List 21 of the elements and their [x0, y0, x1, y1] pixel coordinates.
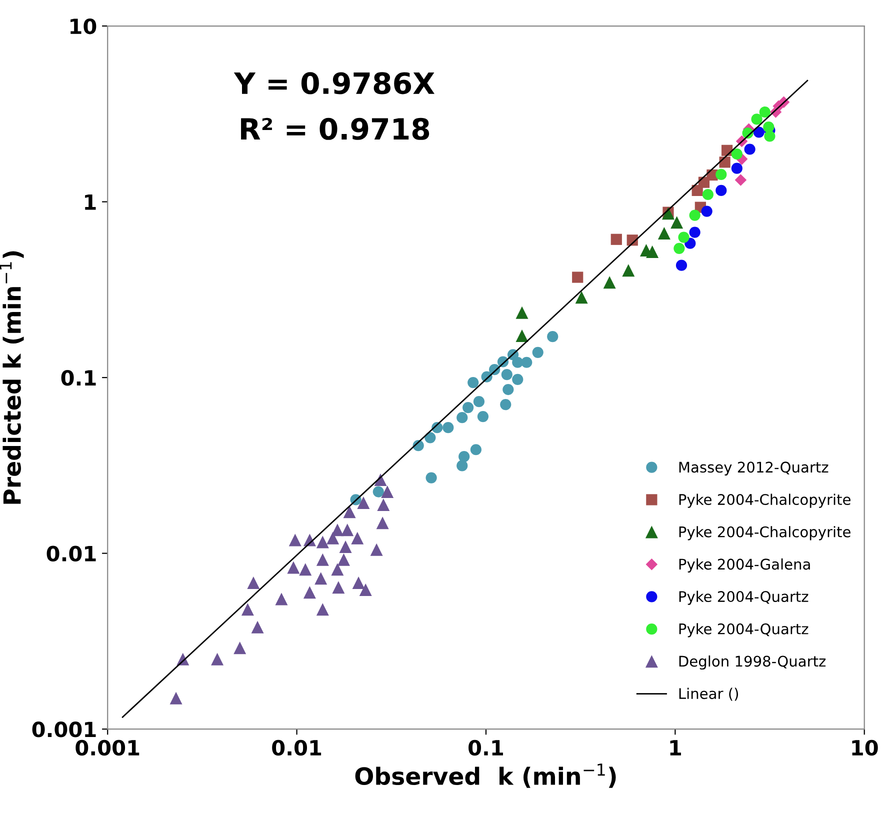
legend-label: Pyke 2004-Chalcopyrite [679, 526, 850, 540]
x-tick-label: 0.01 [272, 740, 322, 756]
legend-label: Linear () [679, 688, 738, 701]
x-tick-label: 1 [670, 740, 681, 756]
annotation: Y = 0.9786X [234, 72, 434, 94]
x-tick-label: 10 [852, 740, 878, 756]
legend-label: Massey 2012-Quartz [679, 462, 828, 476]
annotation: R² = 0.9718 [241, 118, 430, 140]
x-tick-label: 0.1 [468, 740, 504, 756]
y-axis-title: Predicted k (min$^{−1}$) [0, 251, 24, 504]
legend-label: Pyke 2004-Quartz [679, 590, 808, 605]
y-tick-label: 0.001 [32, 722, 96, 738]
y-tick-label: 0.01 [46, 546, 96, 562]
legend-label: Deglon 1998-Quartz [679, 655, 826, 670]
y-tick-label: 10 [70, 18, 96, 34]
y-tick-label: 1 [85, 194, 96, 210]
legend-label: Pyke 2004-Galena [679, 558, 810, 573]
y-tick-label: 0.1 [61, 370, 96, 386]
x-axis-title: Observed k (min$^{−1}$) [355, 764, 616, 788]
legend-label: Pyke 2004-Quartz [679, 623, 808, 638]
legend-label: Pyke 2004-Chalcopyrite [679, 494, 850, 508]
